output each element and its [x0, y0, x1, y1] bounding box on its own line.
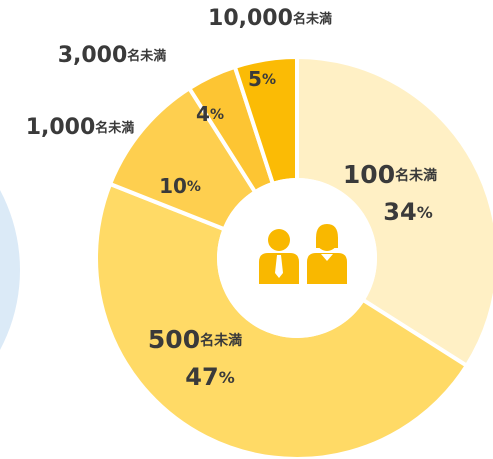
people-icon	[259, 224, 347, 284]
category-label: 100名未満	[343, 160, 437, 189]
donut	[94, 54, 493, 459]
value-label: 47%	[185, 363, 234, 391]
value-label: 5%	[248, 67, 276, 91]
value-label: 34%	[383, 198, 432, 226]
category-label: 3,000名未満	[58, 43, 167, 68]
value-label: 10%	[159, 174, 201, 198]
category-label: 1,000名未満	[26, 115, 135, 140]
category-label: 500名未満	[148, 325, 242, 354]
value-label: 4%	[196, 102, 224, 126]
background-circle	[0, 190, 20, 350]
category-label: 10,000名未満	[208, 6, 332, 31]
